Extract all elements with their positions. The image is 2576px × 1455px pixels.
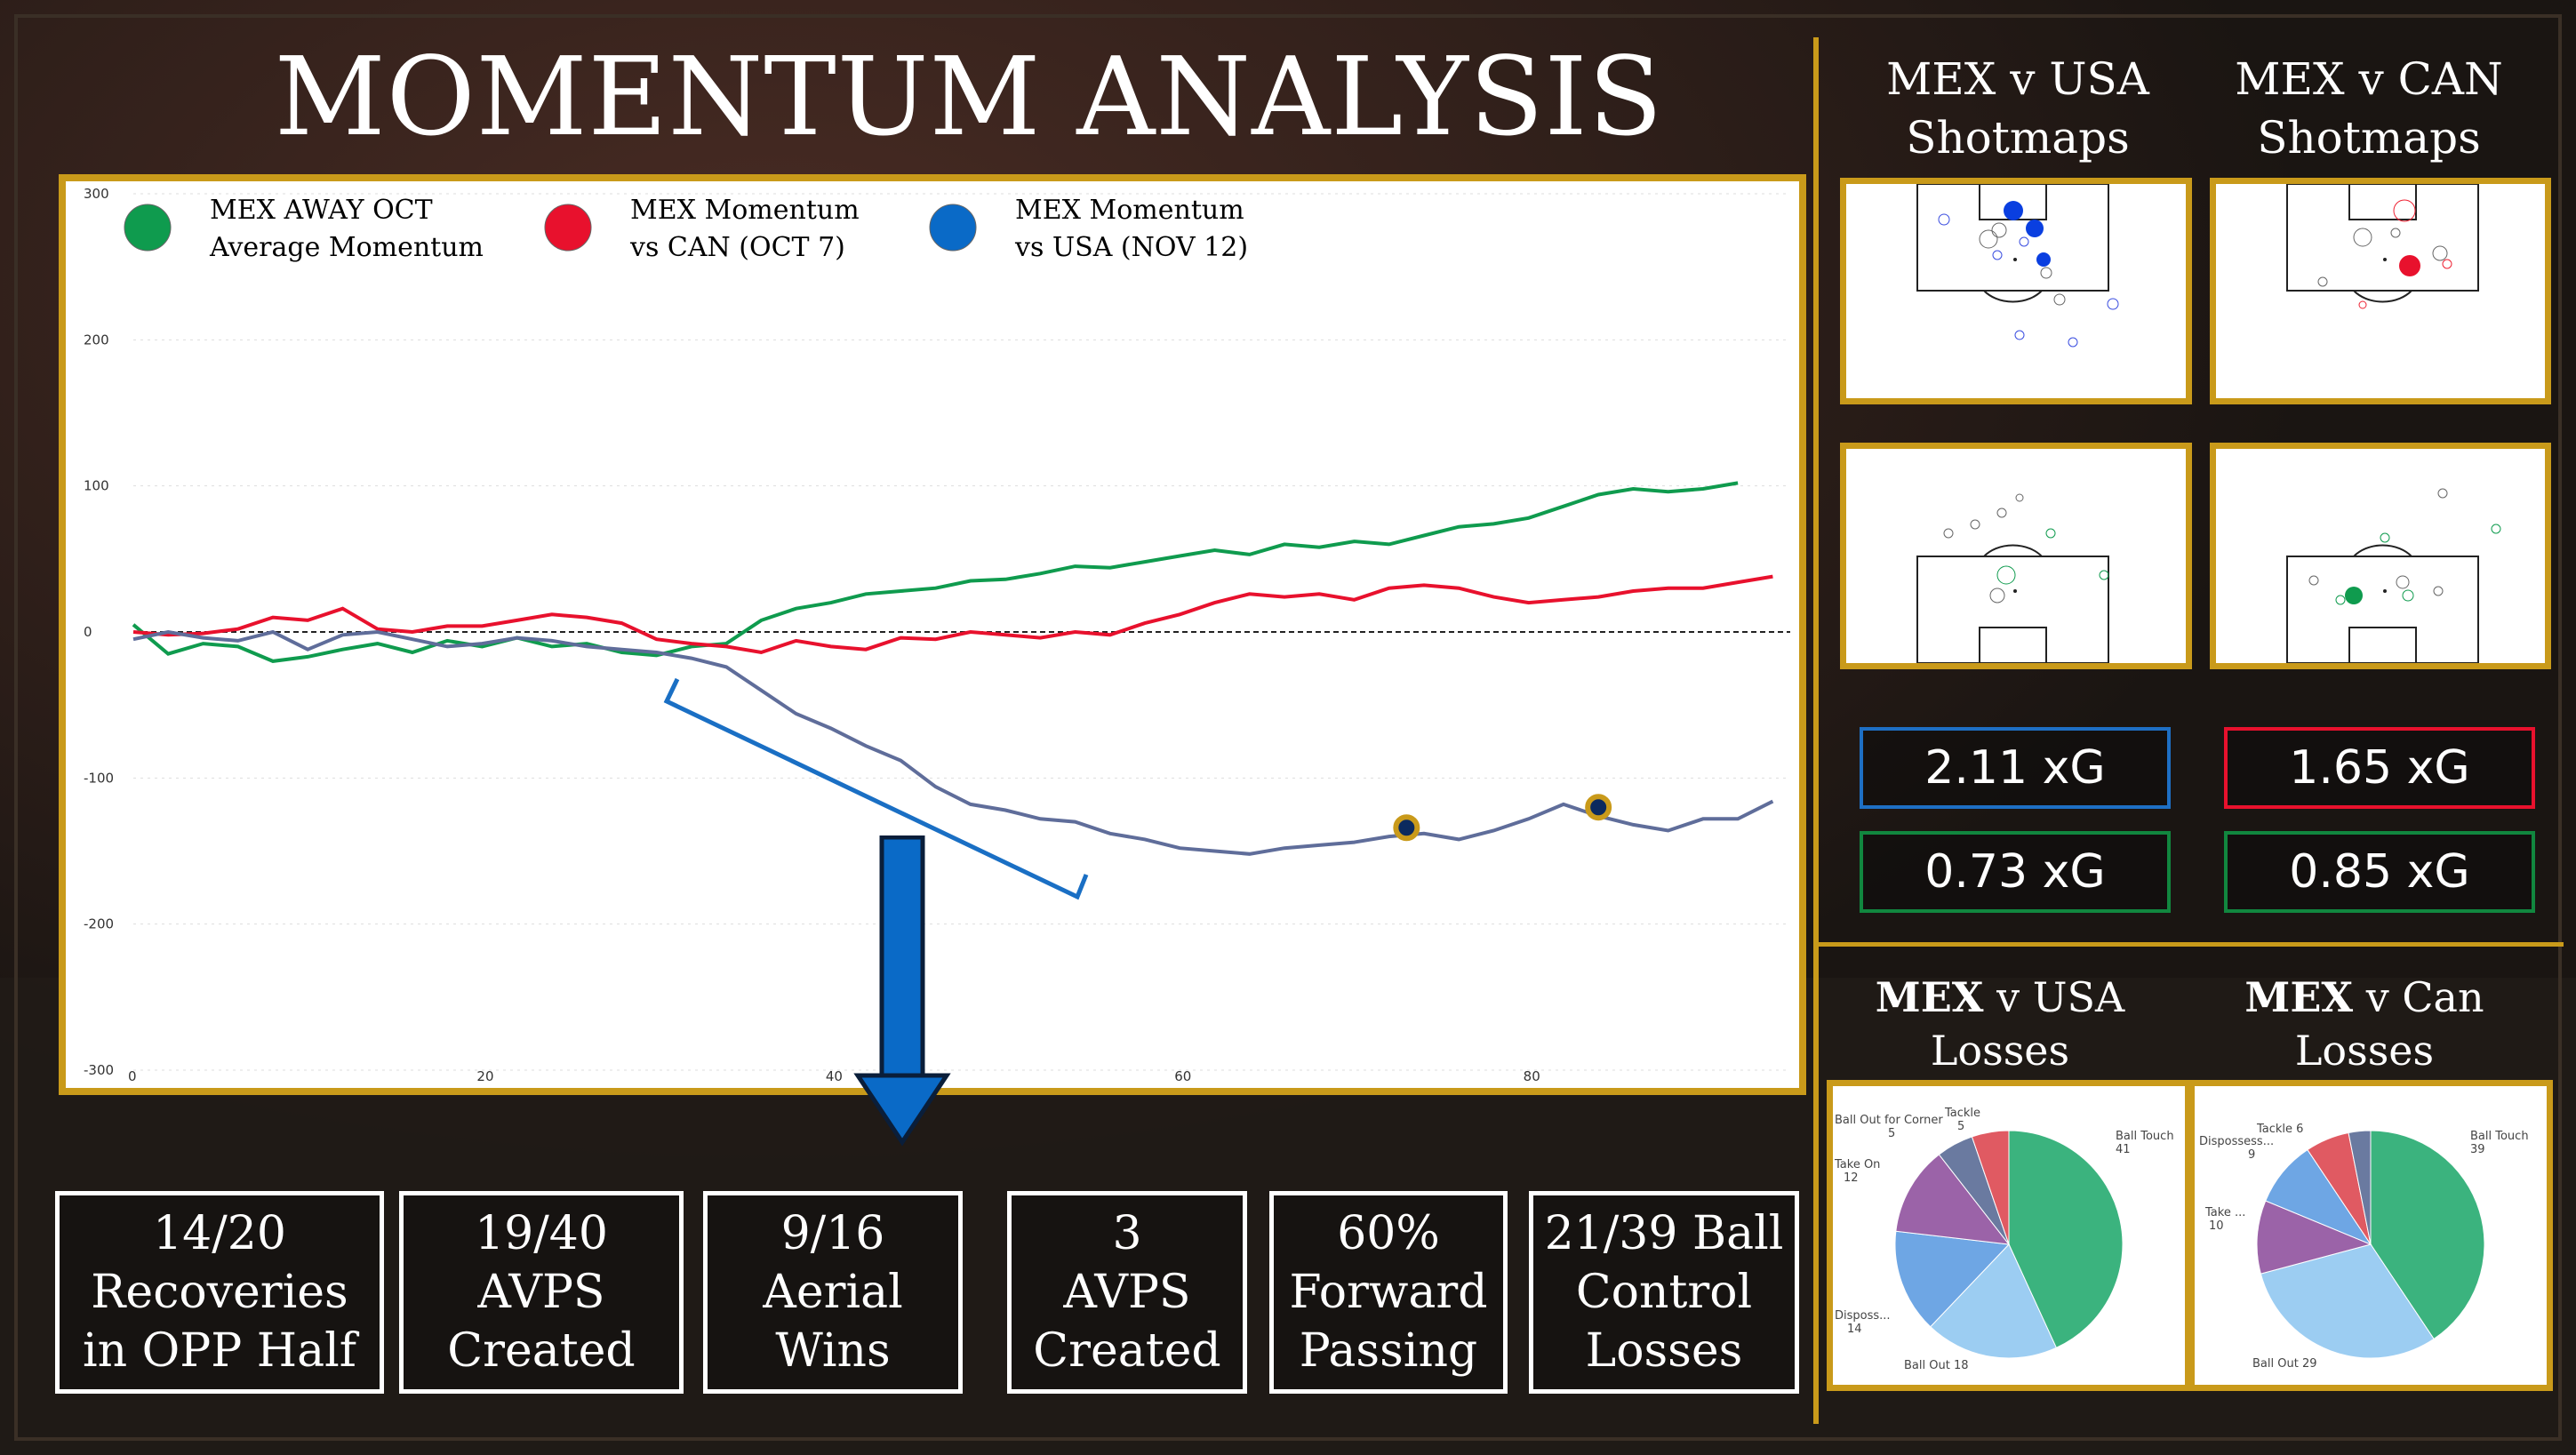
shotmap-usa-for	[1840, 178, 2192, 404]
highlight-point	[1393, 814, 1420, 842]
momentum-chart-svg: 300 200 100 0 -100 -200 -300 0 20 40 60 80 MEX AWAY…	[84, 186, 1790, 1084]
x-tick-label: 80	[1524, 1068, 1540, 1084]
legend-label: Average Momentum	[209, 232, 484, 263]
xg-can-for: 1.65 xG	[2224, 727, 2535, 809]
pie-label: Ball Touch	[2116, 1130, 2174, 1143]
y-tick-label: 300	[84, 186, 109, 202]
pie-value: 12	[1844, 1171, 1859, 1185]
pie-slice	[2260, 1243, 2435, 1359]
pie-value: 41	[2116, 1143, 2131, 1156]
pie-label: Tackle 6	[2256, 1123, 2303, 1136]
can-losses-title: MEX v Can Losses	[2244, 973, 2484, 1075]
x-tick-label: 40	[826, 1068, 843, 1084]
highlight-point	[1585, 794, 1612, 821]
legend-label: MEX Momentum	[630, 195, 860, 226]
x-tick-label: 60	[1174, 1068, 1191, 1084]
legend-label: MEX AWAY OCT	[210, 195, 433, 226]
x-tick-label: 0	[128, 1068, 137, 1084]
legend-label: MEX Momentum	[1015, 195, 1244, 226]
can-losses-pie: Ball Touch 39 Ball Out 29 Take ... 10 Disposs…	[2188, 1080, 2553, 1391]
xg-usa-against: 0.73 xG	[1860, 831, 2171, 913]
stat-box-avps-created-usa: 19/40 AVPS Created	[399, 1191, 684, 1394]
xg-usa-for: 2.11 xG	[1860, 727, 2171, 809]
vertical-divider	[1813, 37, 1819, 1424]
pie-slice	[1894, 1230, 2011, 1328]
usa-losses-pie: Ball Touch 41 Ball Out 18 Disposs... 14 Take …	[1827, 1080, 2191, 1391]
shotmap-usa-against	[1840, 443, 2192, 669]
pie-slice	[1930, 1243, 2058, 1359]
down-arrow-icon	[853, 835, 951, 1147]
pie-label: Disposs...	[1835, 1309, 1891, 1323]
pie-label: Take On	[1834, 1158, 1880, 1171]
legend-marker	[929, 204, 977, 252]
pie-slice	[1895, 1154, 2011, 1245]
pie-slice	[1971, 1130, 2010, 1245]
series-line-1	[132, 574, 1773, 655]
pie-label: Ball Out 18	[1904, 1359, 1968, 1372]
can-shotmaps-title: MEX v CAN Shotmaps	[2235, 53, 2503, 164]
page-title: MOMENTUM ANALYSIS	[274, 34, 1664, 160]
pie-slice	[2348, 1130, 2372, 1245]
pie-label: Ball Touch	[2470, 1130, 2529, 1143]
pie-value: 14	[1847, 1323, 1862, 1336]
y-tick-label: -100	[84, 770, 114, 786]
series-line-2	[132, 629, 1774, 856]
legend-marker	[124, 204, 172, 252]
stat-box-forward-passing: 60% Forward Passing	[1269, 1191, 1508, 1394]
stat-box-ball-control-losses: 21/39 Ball Control Losses	[1529, 1191, 1799, 1394]
y-tick-label: -200	[84, 916, 114, 932]
stat-box-recoveries: 14/20 Recoveries in OPP Half	[55, 1191, 384, 1394]
decline-bracket	[663, 677, 1089, 900]
xg-can-against: 0.85 xG	[2224, 831, 2535, 913]
stat-box-avps-created-can: 3 AVPS Created	[1007, 1191, 1247, 1394]
pie-value: 5	[1888, 1127, 1895, 1140]
pie-label: Take ...	[2204, 1206, 2245, 1219]
pie-value: 5	[1957, 1120, 1964, 1133]
usa-losses-title: MEX v USA Losses	[1875, 973, 2125, 1075]
pie-slice	[2256, 1200, 2372, 1275]
pie-label: Ball Out for Corner	[1835, 1114, 1943, 1127]
series-line-0	[132, 481, 1739, 663]
horizontal-divider	[1817, 942, 2564, 947]
y-tick-label: 0	[84, 624, 92, 640]
legend-marker	[544, 204, 592, 252]
pie-value: 39	[2470, 1143, 2485, 1156]
pie-slice	[2008, 1130, 2124, 1349]
pie-label: Ball Out 29	[2252, 1357, 2316, 1371]
x-tick-label: 20	[476, 1068, 493, 1084]
pie-value: 9	[2248, 1148, 2255, 1162]
y-tick-label: 100	[84, 478, 109, 494]
usa-shotmaps-title: MEX v USA Shotmaps	[1886, 53, 2149, 164]
y-tick-label: 200	[84, 332, 109, 348]
stat-box-aerial-wins: 9/16 Aerial Wins	[703, 1191, 963, 1394]
y-tick-label: -300	[84, 1062, 114, 1078]
pie-label: Tackle	[1944, 1107, 1980, 1120]
legend-label: vs USA (NOV 12)	[1014, 232, 1248, 263]
shotmap-can-for	[2210, 178, 2551, 404]
pie-label: Dispossess...	[2199, 1135, 2274, 1148]
legend-label: vs CAN (OCT 7)	[629, 232, 845, 263]
shotmap-can-against	[2210, 443, 2551, 669]
pie-value: 10	[2209, 1219, 2224, 1233]
